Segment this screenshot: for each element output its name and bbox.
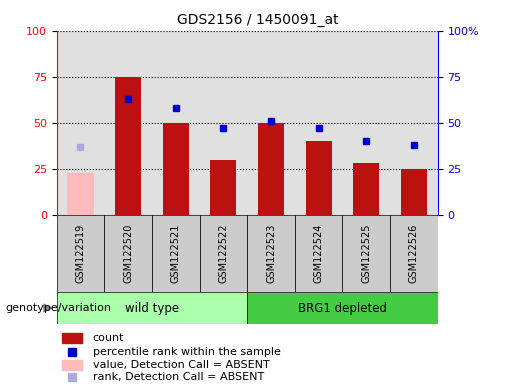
Bar (353, 164, 380, 215)
Text: genotype/variation: genotype/variation (5, 303, 111, 313)
Bar (305, 141, 332, 215)
Text: GDS2156 / 1450091_at: GDS2156 / 1450091_at (177, 13, 338, 27)
Bar (247, 292, 438, 324)
Text: GSM122525: GSM122525 (362, 224, 371, 283)
Bar (152, 215, 200, 292)
Text: BRG1 depleted: BRG1 depleted (298, 302, 387, 314)
Bar (62, 359, 82, 369)
Text: GSM122521: GSM122521 (171, 224, 181, 283)
Bar (104, 215, 152, 292)
Bar (210, 160, 236, 215)
Text: GSM122520: GSM122520 (123, 224, 133, 283)
Text: percentile rank within the sample: percentile rank within the sample (93, 347, 281, 357)
Bar (57, 215, 104, 292)
Bar (163, 123, 189, 215)
Text: GSM122522: GSM122522 (218, 224, 228, 283)
Bar (67, 173, 94, 215)
Bar (200, 215, 247, 292)
Bar (62, 333, 82, 343)
Bar (258, 123, 284, 215)
Bar (247, 215, 295, 292)
Text: count: count (93, 333, 124, 343)
Bar (115, 77, 141, 215)
Bar (390, 215, 438, 292)
Text: GSM122526: GSM122526 (409, 224, 419, 283)
Text: GSM122524: GSM122524 (314, 224, 323, 283)
Bar (57, 292, 247, 324)
Bar (342, 215, 390, 292)
Text: GSM122523: GSM122523 (266, 224, 276, 283)
Text: rank, Detection Call = ABSENT: rank, Detection Call = ABSENT (93, 372, 264, 382)
Text: value, Detection Call = ABSENT: value, Detection Call = ABSENT (93, 359, 269, 369)
Bar (401, 169, 427, 215)
Bar (295, 215, 342, 292)
Text: GSM122519: GSM122519 (76, 224, 85, 283)
Text: wild type: wild type (125, 302, 179, 314)
